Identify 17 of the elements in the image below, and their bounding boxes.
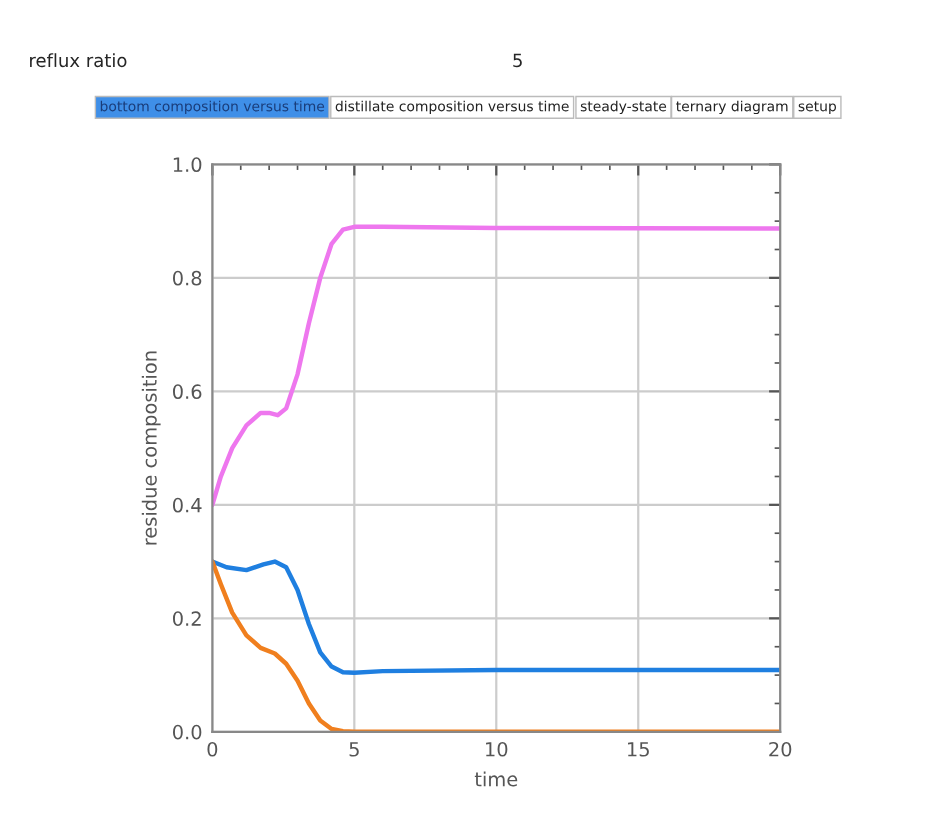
x-axis-title: time bbox=[474, 771, 518, 787]
x-tick-label: 15 bbox=[628, 742, 649, 757]
y-tick-label: 0.0 bbox=[172, 724, 202, 740]
x-tick-label: 0 bbox=[207, 741, 218, 757]
line-series bbox=[212, 224, 781, 508]
text: reflux ratio bbox=[30, 53, 127, 68]
y-tick-label: 0.4 bbox=[172, 497, 202, 513]
y-tick-label: 0.8 bbox=[172, 270, 202, 286]
x-tick-label: 20 bbox=[769, 741, 792, 757]
y-tick-label: 0.6 bbox=[172, 384, 202, 400]
y-tick-label: 0.2 bbox=[172, 611, 201, 627]
x-tick-label: 5 bbox=[349, 742, 359, 757]
y-tick-label: 1.0 bbox=[173, 157, 202, 173]
text: 5 bbox=[513, 53, 522, 68]
x-tick-label: 10 bbox=[486, 741, 508, 757]
line-series bbox=[212, 559, 781, 676]
y-axis-title: residue composition bbox=[141, 351, 161, 545]
